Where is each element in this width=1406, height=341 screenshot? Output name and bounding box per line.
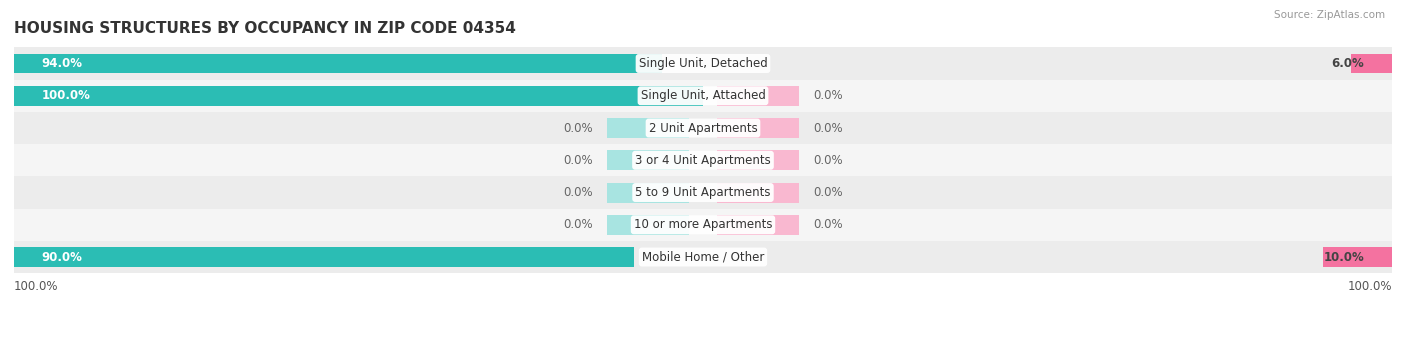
Text: 0.0%: 0.0% <box>564 186 593 199</box>
Bar <box>1351 54 1392 74</box>
Bar <box>14 80 1392 112</box>
Text: 94.0%: 94.0% <box>42 57 83 70</box>
Bar <box>606 215 689 235</box>
Bar <box>606 150 689 170</box>
Bar <box>14 144 1392 176</box>
Text: 0.0%: 0.0% <box>564 218 593 231</box>
Text: Single Unit, Detached: Single Unit, Detached <box>638 57 768 70</box>
Text: 0.0%: 0.0% <box>813 218 842 231</box>
Text: HOUSING STRUCTURES BY OCCUPANCY IN ZIP CODE 04354: HOUSING STRUCTURES BY OCCUPANCY IN ZIP C… <box>14 21 516 36</box>
Text: Single Unit, Attached: Single Unit, Attached <box>641 89 765 102</box>
Text: 10.0%: 10.0% <box>1323 251 1364 264</box>
Bar <box>717 215 800 235</box>
Text: 0.0%: 0.0% <box>813 121 842 134</box>
Text: 2 Unit Apartments: 2 Unit Apartments <box>648 121 758 134</box>
Text: 6.0%: 6.0% <box>1331 57 1364 70</box>
Bar <box>14 209 1392 241</box>
Text: 0.0%: 0.0% <box>813 186 842 199</box>
Bar <box>14 54 662 74</box>
Text: Mobile Home / Other: Mobile Home / Other <box>641 251 765 264</box>
Text: 100.0%: 100.0% <box>14 280 59 293</box>
Bar <box>717 182 800 203</box>
Bar <box>14 176 1392 209</box>
Text: 5 to 9 Unit Apartments: 5 to 9 Unit Apartments <box>636 186 770 199</box>
Text: 3 or 4 Unit Apartments: 3 or 4 Unit Apartments <box>636 154 770 167</box>
Bar <box>717 118 800 138</box>
Bar <box>14 247 634 267</box>
Text: 0.0%: 0.0% <box>813 89 842 102</box>
Text: 100.0%: 100.0% <box>42 89 90 102</box>
Bar <box>1323 247 1392 267</box>
Bar <box>14 86 703 106</box>
Bar <box>717 150 800 170</box>
Bar <box>14 112 1392 144</box>
Text: 10 or more Apartments: 10 or more Apartments <box>634 218 772 231</box>
Text: 0.0%: 0.0% <box>813 154 842 167</box>
Bar <box>606 118 689 138</box>
Text: Source: ZipAtlas.com: Source: ZipAtlas.com <box>1274 10 1385 20</box>
Text: 0.0%: 0.0% <box>564 121 593 134</box>
Text: 90.0%: 90.0% <box>42 251 83 264</box>
Bar <box>14 47 1392 80</box>
Bar <box>717 86 800 106</box>
Bar <box>14 241 1392 273</box>
Text: 100.0%: 100.0% <box>1347 280 1392 293</box>
Bar <box>606 182 689 203</box>
Text: 0.0%: 0.0% <box>564 154 593 167</box>
